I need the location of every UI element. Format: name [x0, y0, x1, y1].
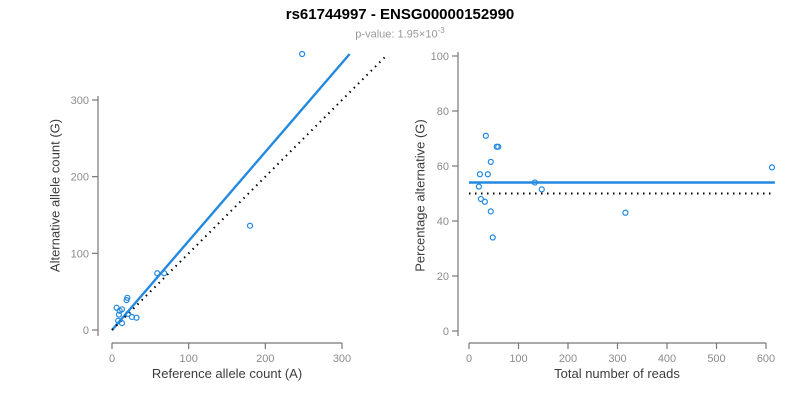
pvalue-text: p-value: 1.95×10 [355, 28, 438, 41]
data-point [118, 306, 126, 313]
y-axis-label-right: Percentage alternative (G) [412, 119, 428, 272]
data-point [477, 195, 484, 203]
regression-fit-line [111, 53, 351, 331]
data-point [133, 314, 140, 321]
data-point [476, 171, 483, 178]
y-tick-label: 100 [431, 51, 449, 63]
page-title: rs61744997 - ENSG00000152990 [285, 6, 515, 23]
data-point [299, 50, 306, 58]
x-axis-label-right: Total number of reads [554, 366, 680, 381]
data-point [495, 143, 502, 150]
data-point [768, 164, 776, 171]
data-point [124, 294, 131, 301]
x-tick-label: 200 [559, 353, 577, 365]
data-point [475, 183, 482, 190]
x-tick-label: 0 [109, 353, 115, 365]
data-point [487, 208, 494, 215]
data-point [125, 310, 132, 317]
identity-line [111, 54, 388, 331]
x-tick-label: 300 [333, 353, 351, 365]
data-point [246, 222, 254, 229]
data-point [481, 198, 488, 205]
data-point [538, 186, 545, 193]
y-tick-label: 0 [83, 325, 89, 337]
y-tick-label: 20 [437, 271, 449, 283]
y-tick-label: 60 [437, 161, 449, 173]
y-tick-label: 100 [71, 248, 89, 260]
x-tick-label: 500 [707, 353, 725, 365]
pvalue-subtitle: p-value: 1.95×10-3 [0, 26, 800, 41]
x-tick-label: 300 [608, 353, 626, 365]
y-tick-label: 40 [437, 216, 449, 228]
x-tick-label: 0 [466, 353, 472, 365]
data-point [622, 209, 629, 216]
x-tick-label: 200 [256, 353, 274, 365]
data-point [489, 234, 496, 241]
x-tick-label: 600 [757, 353, 775, 365]
x-axis-label-left: Reference allele count (A) [151, 366, 303, 381]
y-tick-label: 300 [71, 95, 89, 107]
data-point [482, 132, 489, 139]
x-tick-label: 100 [509, 353, 527, 365]
x-tick-label: 100 [179, 353, 197, 365]
data-point [484, 171, 491, 178]
y-axis-label-left: Alternative allele count (G) [47, 118, 63, 273]
data-point [531, 179, 538, 186]
data-point [118, 320, 126, 327]
y-tick-label: 200 [71, 172, 89, 184]
data-point [113, 304, 120, 311]
pvalue-exponent: -3 [437, 26, 445, 35]
y-tick-label: 80 [437, 106, 449, 118]
data-point [115, 311, 123, 318]
data-point [154, 270, 161, 277]
x-tick-label: 400 [658, 353, 676, 365]
data-point [161, 270, 168, 277]
y-tick-label: 0 [443, 326, 449, 338]
data-point [487, 158, 494, 165]
